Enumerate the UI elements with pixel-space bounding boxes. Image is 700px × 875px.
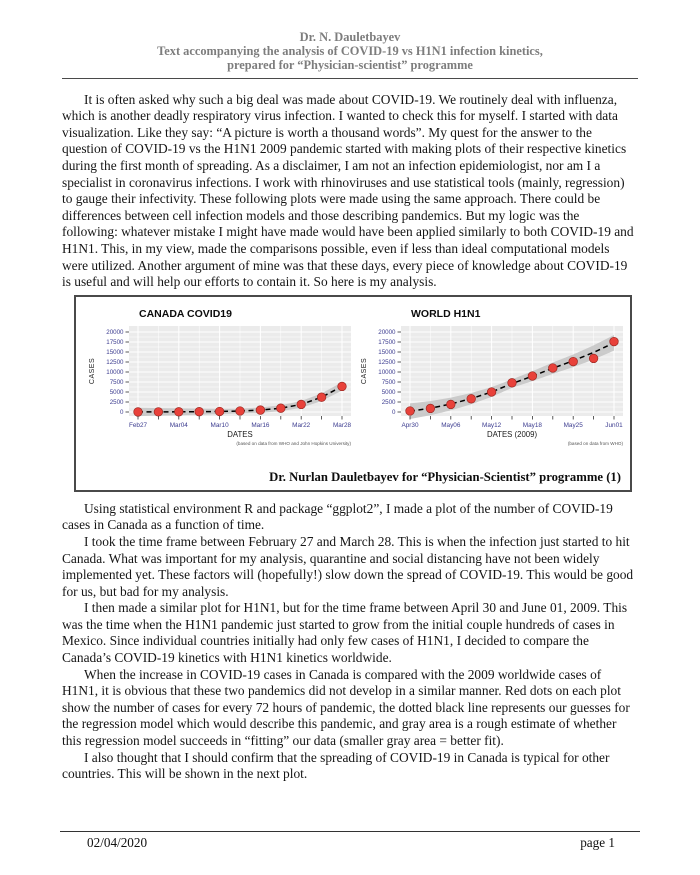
paragraph-next-plot: I also thought that I should confirm tha… xyxy=(62,749,610,782)
svg-text:CASES: CASES xyxy=(361,358,368,384)
svg-text:CANADA COVID19: CANADA COVID19 xyxy=(139,308,232,320)
svg-text:7500: 7500 xyxy=(110,379,124,386)
paragraph-timeframe-covid: I took the time frame between February 2… xyxy=(62,533,634,599)
header-title-line2: prepared for “Physician-scientist” progr… xyxy=(227,58,473,73)
svg-text:Mar22: Mar22 xyxy=(292,422,311,429)
svg-text:Mar28: Mar28 xyxy=(333,422,352,429)
svg-text:WORLD H1N1: WORLD H1N1 xyxy=(411,308,481,320)
svg-text:15000: 15000 xyxy=(106,349,124,356)
svg-text:DATES: DATES xyxy=(227,430,252,439)
paragraph-ggplot: Using statistical environment R and pack… xyxy=(62,500,613,533)
chart-world-h1n1: WORLD H1N1 0 2500 5000 7500 10000 12500 15000 17… xyxy=(357,306,629,450)
svg-text:Apr30: Apr30 xyxy=(401,422,418,429)
svg-text:May18: May18 xyxy=(523,422,543,429)
footer-date: 02/04/2020 xyxy=(87,835,148,850)
page-footer: 02/04/2020 page 1 xyxy=(60,831,640,851)
svg-text:7500: 7500 xyxy=(382,379,396,386)
svg-text:Mar16: Mar16 xyxy=(251,422,270,429)
svg-text:May12: May12 xyxy=(482,422,502,429)
svg-text:(based on data from WHO and Jo: (based on data from WHO and John Hopkins… xyxy=(236,441,351,446)
svg-text:0: 0 xyxy=(120,409,124,416)
figure-box: CANADA COVID19 0 2500 5000 7500 10000 12500 150… xyxy=(74,294,632,492)
header-author: Dr. N. Dauletbayev xyxy=(299,30,401,44)
paragraph-intro: It is often asked why such a big deal wa… xyxy=(62,91,634,290)
chart-canada-covid19: CANADA COVID19 0 2500 5000 7500 10000 12500 150… xyxy=(85,306,357,450)
svg-text:10000: 10000 xyxy=(378,369,396,376)
svg-text:2500: 2500 xyxy=(382,399,396,406)
svg-text:17500: 17500 xyxy=(378,339,396,346)
svg-text:DATES (2009): DATES (2009) xyxy=(487,430,538,439)
chart-svg: CANADA COVID19 0 2500 5000 7500 10000 12500 150… xyxy=(89,308,352,446)
svg-text:May25: May25 xyxy=(564,422,584,429)
svg-text:12500: 12500 xyxy=(378,359,396,366)
page-header: Dr. N. Dauletbayev Text accompanying the… xyxy=(62,0,638,79)
document-body: It is often asked why such a big deal wa… xyxy=(62,79,638,783)
footer-page-number: page 1 xyxy=(580,835,615,850)
svg-text:Feb27: Feb27 xyxy=(129,422,148,429)
svg-text:Mar04: Mar04 xyxy=(170,422,189,429)
svg-text:15000: 15000 xyxy=(378,349,396,356)
svg-text:Mar10: Mar10 xyxy=(211,422,230,429)
svg-text:2500: 2500 xyxy=(110,399,124,406)
paragraph-timeframe-h1n1: I then made a similar plot for H1N1, but… xyxy=(62,600,628,666)
svg-text:May06: May06 xyxy=(441,422,461,429)
header-title-line1: Text accompanying the analysis of COVID-… xyxy=(157,44,543,59)
svg-text:5000: 5000 xyxy=(382,389,396,396)
svg-text:12500: 12500 xyxy=(106,359,124,366)
svg-text:17500: 17500 xyxy=(106,339,124,346)
svg-text:20000: 20000 xyxy=(106,329,124,336)
figure-caption: Dr. Nurlan Dauletbayev for “Physician-Sc… xyxy=(269,469,621,484)
header-rule xyxy=(62,77,638,79)
svg-text:5000: 5000 xyxy=(110,389,124,396)
svg-text:20000: 20000 xyxy=(378,329,396,336)
chart-svg: WORLD H1N1 0 2500 5000 7500 10000 12500 15000 17… xyxy=(361,308,624,446)
svg-text:10000: 10000 xyxy=(106,369,124,376)
svg-text:Jun01: Jun01 xyxy=(605,422,623,429)
svg-text:0: 0 xyxy=(392,409,396,416)
svg-text:CASES: CASES xyxy=(89,358,96,384)
svg-text:(based on data from WHO): (based on data from WHO) xyxy=(568,441,624,446)
paragraph-comparison: When the increase in COVID-19 cases in C… xyxy=(62,666,630,749)
